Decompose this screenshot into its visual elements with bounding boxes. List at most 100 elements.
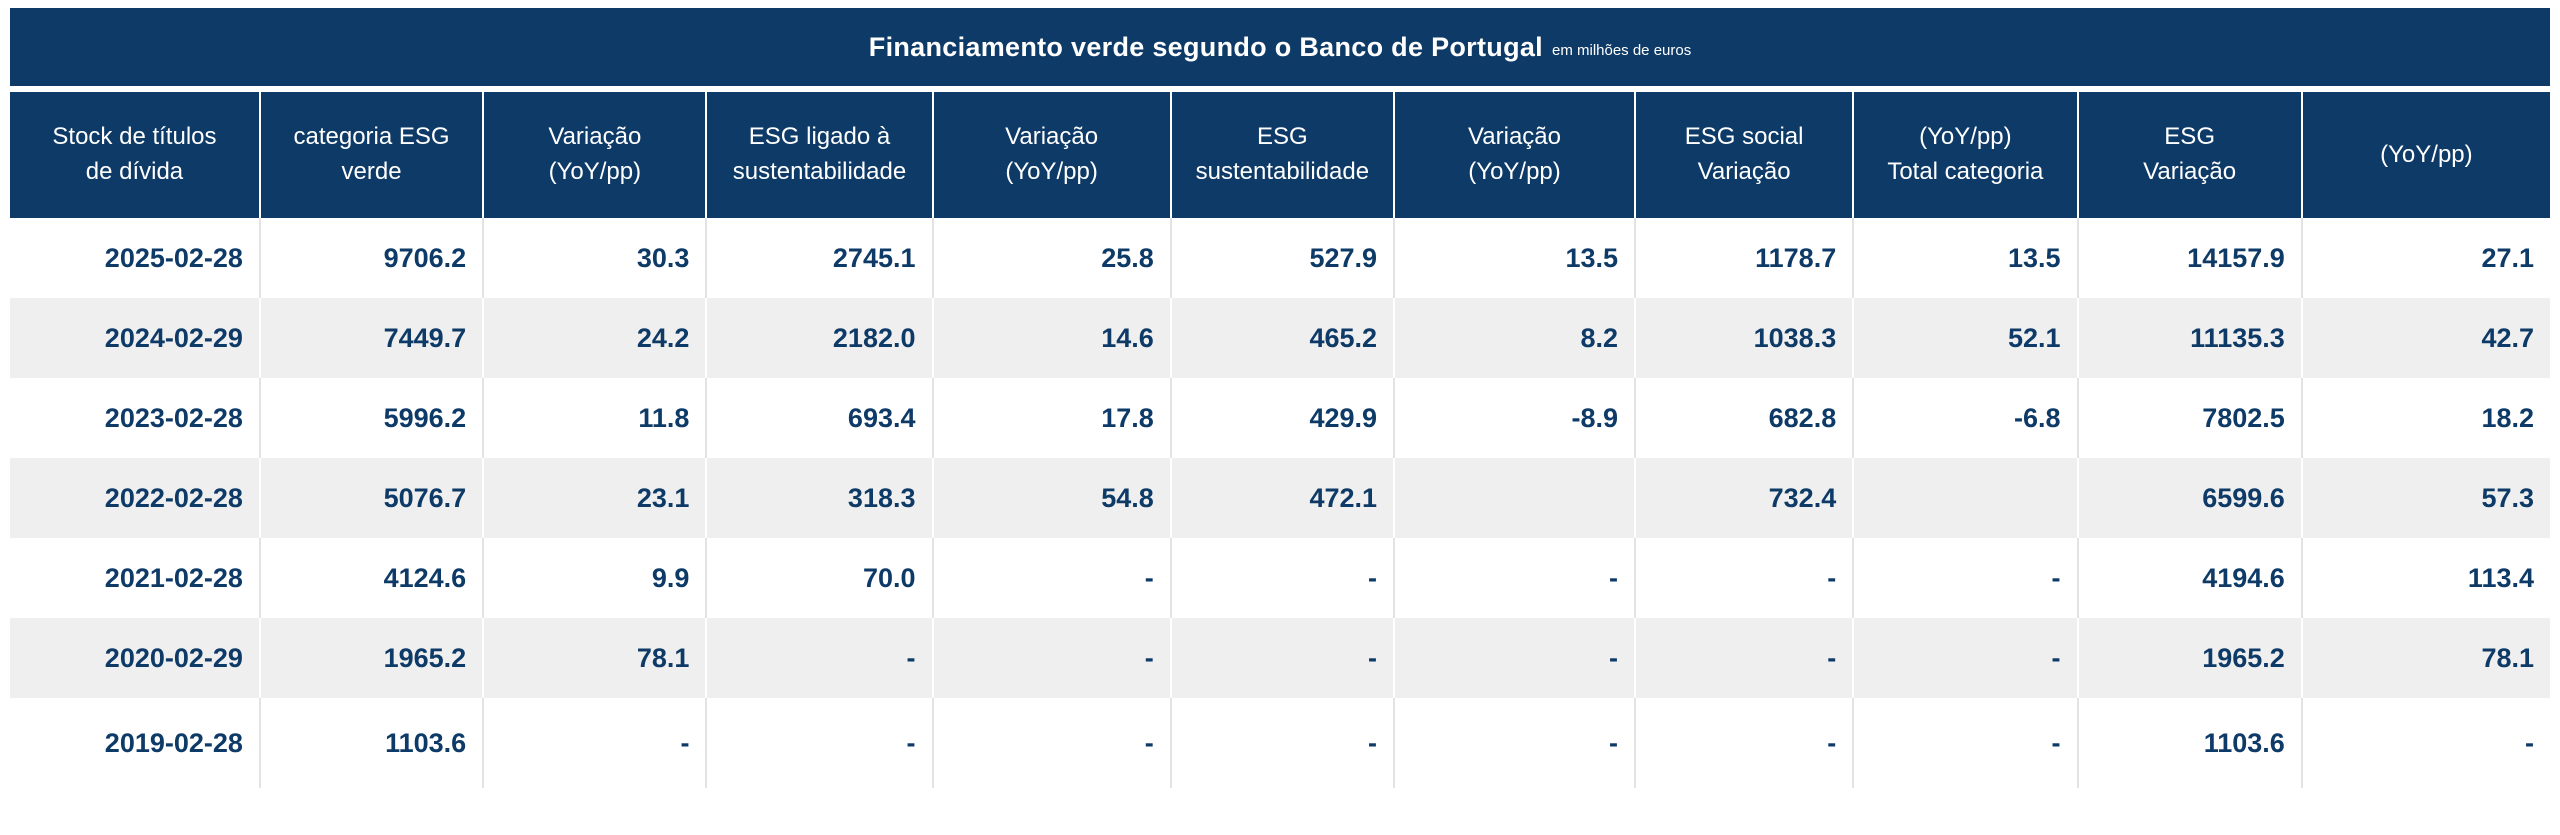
table-unit-label: em milhões de euros bbox=[1551, 41, 1692, 59]
value-cell: - bbox=[2301, 698, 2550, 788]
value-cell: 693.4 bbox=[706, 378, 934, 458]
value-cell: 2182.0 bbox=[706, 298, 934, 378]
value-cell: 732.4 bbox=[1635, 458, 1855, 538]
value-cell: 682.8 bbox=[1635, 378, 1855, 458]
column-header: ESG sustentabilidade bbox=[1169, 92, 1396, 218]
value-cell: - bbox=[932, 538, 1172, 618]
title-bar: Financiamento verde segundo o Banco de P… bbox=[10, 8, 2550, 86]
column-header: ESG Variação bbox=[2076, 92, 2303, 218]
table-title: Financiamento verde segundo o Banco de P… bbox=[868, 31, 1543, 62]
value-cell: 70.0 bbox=[706, 538, 934, 618]
value-cell: -8.9 bbox=[1394, 378, 1637, 458]
column-header: ESG ligado à sustentabilidade bbox=[705, 92, 934, 218]
value-cell: - bbox=[706, 698, 934, 788]
column-header: (YoY/pp) bbox=[2300, 92, 2550, 218]
value-cell: 2745.1 bbox=[706, 218, 934, 298]
value-cell: 6599.6 bbox=[2077, 458, 2303, 538]
value-cell: 1038.3 bbox=[1635, 298, 1855, 378]
value-cell: 318.3 bbox=[706, 458, 934, 538]
value-cell: 14157.9 bbox=[2077, 218, 2303, 298]
value-cell: - bbox=[483, 698, 708, 788]
column-header: categoria ESG verde bbox=[258, 92, 485, 218]
table-row: 2021-02-28 4124.6 9.9 70.0- - - - -4194.6 113.4 bbox=[10, 538, 2550, 618]
value-cell: -6.8 bbox=[1853, 378, 2079, 458]
value-cell: 8.2 bbox=[1394, 298, 1637, 378]
value-cell bbox=[1394, 458, 1637, 538]
value-cell: - bbox=[1853, 698, 2079, 788]
value-cell: - bbox=[1635, 538, 1855, 618]
header-row: Stock de títulos de dívida categoria ESG … bbox=[10, 92, 2550, 218]
value-cell: 1103.6 bbox=[2077, 698, 2303, 788]
date-cell: 2020-02-29 bbox=[10, 618, 261, 698]
date-cell: 2024-02-29 bbox=[10, 298, 261, 378]
column-header: ESG social Variação bbox=[1634, 92, 1855, 218]
value-cell: 25.8 bbox=[932, 218, 1172, 298]
date-cell: 2021-02-28 bbox=[10, 538, 261, 618]
value-cell: - bbox=[706, 618, 934, 698]
column-header: (YoY/pp) Total categoria bbox=[1852, 92, 2079, 218]
table-row: 2020-02-29 1965.2 78.1- - - - - -1965.2 78.1 bbox=[10, 618, 2550, 698]
value-cell bbox=[1853, 458, 2079, 538]
value-cell: - bbox=[1635, 698, 1855, 788]
value-cell: 1103.6 bbox=[259, 698, 485, 788]
value-cell: 113.4 bbox=[2301, 538, 2550, 618]
value-cell: 5996.2 bbox=[259, 378, 485, 458]
value-cell: 1965.2 bbox=[2077, 618, 2303, 698]
value-cell: 30.3 bbox=[483, 218, 708, 298]
table-row: 2022-02-28 5076.7 23.1 318.3 54.8 472.1 732.4 6… bbox=[10, 458, 2550, 538]
value-cell: 13.5 bbox=[1394, 218, 1637, 298]
table-row: 2023-02-28 5996.2 11.8 693.4 17.8 429.9 -8.9 68… bbox=[10, 378, 2550, 458]
column-header: Variação (YoY/pp) bbox=[482, 92, 708, 218]
value-cell: 78.1 bbox=[483, 618, 708, 698]
data-table: Stock de títulos de dívida categoria ESG … bbox=[10, 92, 2550, 788]
value-cell: 5076.7 bbox=[259, 458, 485, 538]
date-cell: 2022-02-28 bbox=[10, 458, 261, 538]
value-cell: - bbox=[1394, 538, 1637, 618]
value-cell: - bbox=[1394, 698, 1637, 788]
value-cell: - bbox=[1394, 618, 1637, 698]
column-header: Variação (YoY/pp) bbox=[1393, 92, 1637, 218]
value-cell: - bbox=[932, 618, 1172, 698]
value-cell: 18.2 bbox=[2301, 378, 2550, 458]
value-cell: 4194.6 bbox=[2077, 538, 2303, 618]
value-cell: 42.7 bbox=[2301, 298, 2550, 378]
value-cell: 11135.3 bbox=[2077, 298, 2303, 378]
value-cell: 472.1 bbox=[1170, 458, 1396, 538]
table-container: Financiamento verde segundo o Banco de P… bbox=[10, 8, 2550, 788]
value-cell: 23.1 bbox=[483, 458, 708, 538]
table-body: 2025-02-28 9706.2 30.3 2745.1 25.8 527.9 13.5 1… bbox=[10, 218, 2550, 788]
table-row: 2025-02-28 9706.2 30.3 2745.1 25.8 527.9 13.5 1… bbox=[10, 218, 2550, 298]
value-cell: 17.8 bbox=[932, 378, 1172, 458]
value-cell: 54.8 bbox=[932, 458, 1172, 538]
date-cell: 2023-02-28 bbox=[10, 378, 261, 458]
table-row: 2019-02-28 1103.6- - - - - - -1103.6- bbox=[10, 698, 2550, 788]
value-cell: - bbox=[1170, 618, 1396, 698]
value-cell: 24.2 bbox=[483, 298, 708, 378]
value-cell: - bbox=[1170, 698, 1396, 788]
value-cell: 57.3 bbox=[2301, 458, 2550, 538]
value-cell: - bbox=[932, 698, 1172, 788]
value-cell: 9.9 bbox=[483, 538, 708, 618]
value-cell: - bbox=[1170, 538, 1396, 618]
value-cell: 1178.7 bbox=[1635, 218, 1855, 298]
table-row: 2024-02-29 7449.7 24.2 2182.0 14.6 465.2 8.2 10… bbox=[10, 298, 2550, 378]
value-cell: - bbox=[1853, 538, 2079, 618]
date-cell: 2025-02-28 bbox=[10, 218, 261, 298]
value-cell: 78.1 bbox=[2301, 618, 2550, 698]
value-cell: - bbox=[1635, 618, 1855, 698]
value-cell: 1965.2 bbox=[259, 618, 485, 698]
column-header: Variação (YoY/pp) bbox=[931, 92, 1172, 218]
value-cell: 9706.2 bbox=[259, 218, 485, 298]
value-cell: 4124.6 bbox=[259, 538, 485, 618]
value-cell: 52.1 bbox=[1853, 298, 2079, 378]
value-cell: 13.5 bbox=[1853, 218, 2079, 298]
value-cell: 7802.5 bbox=[2077, 378, 2303, 458]
value-cell: - bbox=[1853, 618, 2079, 698]
value-cell: 465.2 bbox=[1170, 298, 1396, 378]
value-cell: 14.6 bbox=[932, 298, 1172, 378]
value-cell: 429.9 bbox=[1170, 378, 1396, 458]
column-header: Stock de títulos de dívida bbox=[10, 92, 261, 218]
value-cell: 527.9 bbox=[1170, 218, 1396, 298]
value-cell: 27.1 bbox=[2301, 218, 2550, 298]
